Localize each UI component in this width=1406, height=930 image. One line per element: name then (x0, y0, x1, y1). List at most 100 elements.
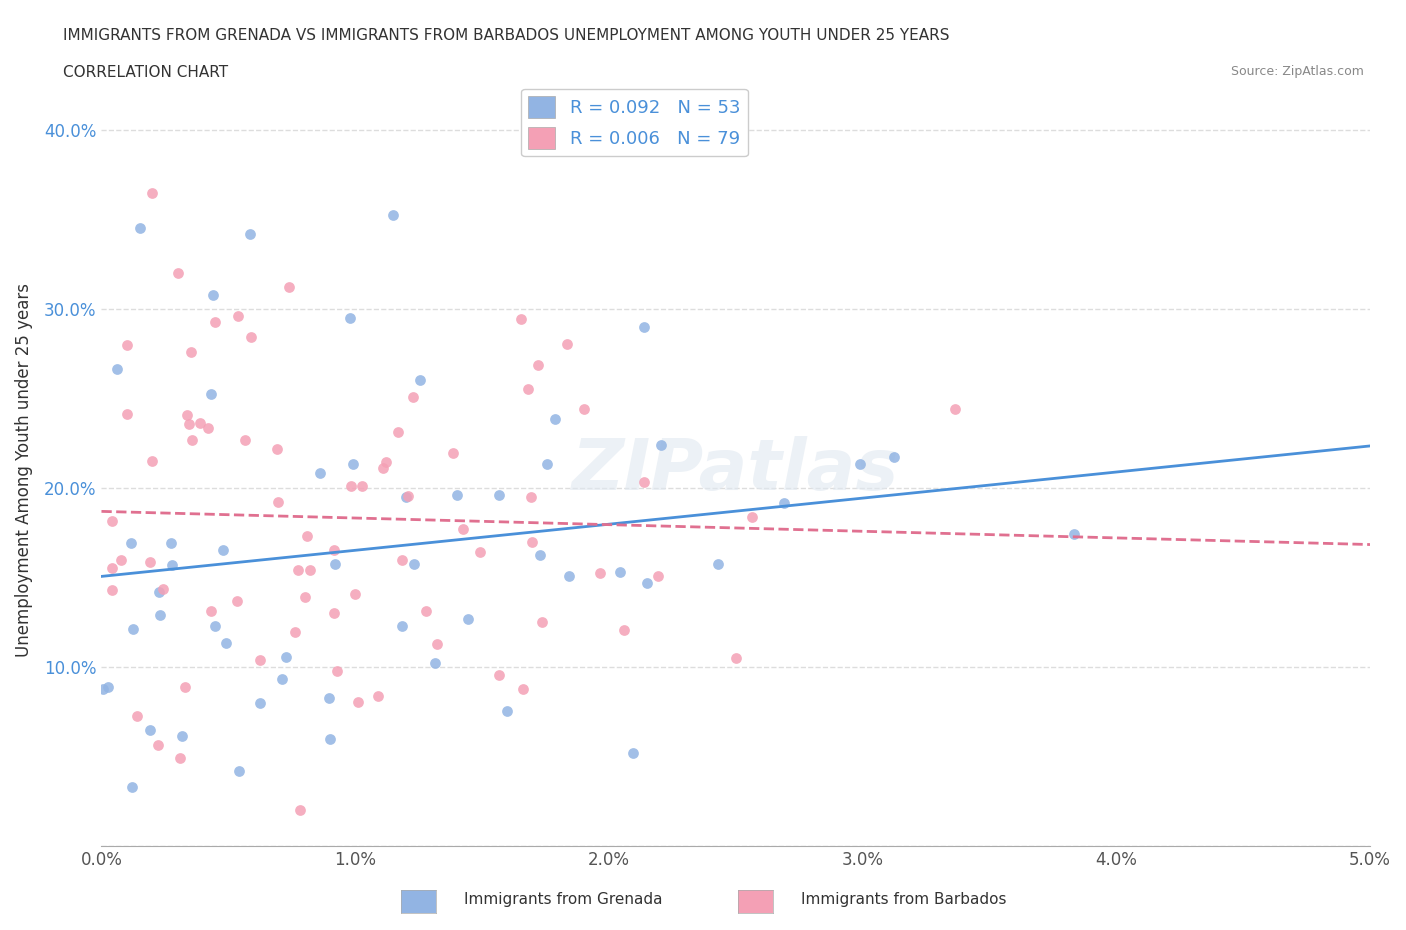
Point (339, 479, 361, 494)
Point (166, 266, 188, 281)
Point (101, 560, 124, 575)
Point (512, 682, 534, 697)
Point (441, 446, 464, 461)
Point (323, 605, 346, 620)
Point (266, 442, 288, 457)
Point (371, 460, 394, 475)
Point (426, 637, 449, 652)
Point (446, 487, 468, 502)
Point (267, 495, 290, 510)
Point (146, 737, 169, 752)
Text: Source: ZipAtlas.com: Source: ZipAtlas.com (1230, 65, 1364, 78)
Point (215, 636, 238, 651)
Point (97, 680, 120, 695)
Point (849, 456, 872, 471)
Point (105, 362, 128, 377)
Point (249, 695, 271, 710)
Point (295, 529, 318, 544)
Point (200, 387, 222, 402)
Point (325, 557, 347, 572)
Point (391, 618, 413, 633)
Point (387, 424, 409, 439)
Point (139, 554, 162, 569)
Point (609, 565, 631, 579)
Point (415, 604, 437, 618)
Point (128, 220, 150, 235)
Point (249, 652, 271, 667)
Point (342, 457, 364, 472)
Point (496, 704, 519, 719)
Point (176, 408, 198, 423)
Point (367, 689, 389, 704)
Point (152, 581, 174, 596)
Point (343, 587, 366, 602)
Point (115, 338, 138, 352)
Point (212, 543, 235, 558)
Point (240, 330, 263, 345)
Point (650, 437, 672, 452)
Point (271, 671, 294, 686)
Point (724, 651, 747, 666)
Point (201, 287, 224, 302)
Point (574, 401, 596, 416)
Point (110, 552, 132, 567)
Point (453, 522, 475, 537)
Point (277, 280, 299, 295)
Point (409, 373, 432, 388)
Legend: R = 0.092   N = 53, R = 0.006   N = 79: R = 0.092 N = 53, R = 0.006 N = 79 (522, 88, 748, 156)
Point (636, 576, 658, 591)
Point (520, 535, 543, 550)
Point (520, 489, 543, 504)
Point (233, 432, 256, 447)
Point (558, 568, 581, 583)
Point (180, 344, 202, 359)
Point (288, 803, 311, 817)
Text: Immigrants from Barbados: Immigrants from Barbados (801, 892, 1007, 907)
Point (169, 751, 191, 765)
Point (402, 556, 425, 571)
Point (423, 656, 446, 671)
Point (139, 723, 162, 737)
Point (160, 558, 183, 573)
Point (287, 563, 309, 578)
Point (339, 311, 361, 325)
Point (1063, 527, 1085, 542)
Point (633, 474, 655, 489)
Point (204, 618, 226, 633)
Point (350, 479, 373, 494)
Point (294, 590, 316, 604)
Point (226, 593, 249, 608)
Point (529, 548, 551, 563)
Point (197, 420, 219, 435)
Point (228, 764, 250, 778)
Point (284, 625, 307, 640)
Point (141, 454, 163, 469)
Y-axis label: Unemployment Among Youth under 25 years: Unemployment Among Youth under 25 years (15, 283, 32, 658)
Point (773, 496, 796, 511)
Point (589, 565, 612, 580)
Point (375, 455, 398, 470)
Point (115, 406, 138, 421)
Point (200, 604, 222, 618)
Point (239, 227, 262, 242)
Point (395, 490, 418, 505)
Point (120, 535, 142, 550)
Point (319, 731, 342, 746)
Point (396, 488, 419, 503)
Point (101, 582, 124, 597)
Point (457, 611, 479, 626)
Point (402, 390, 425, 405)
Point (299, 563, 322, 578)
Point (172, 728, 194, 743)
Text: IMMIGRANTS FROM GRENADA VS IMMIGRANTS FROM BARBADOS UNEMPLOYMENT AMONG YOUTH UND: IMMIGRANTS FROM GRENADA VS IMMIGRANTS FR… (63, 28, 950, 43)
Point (148, 584, 170, 599)
Point (391, 552, 413, 567)
Point (381, 207, 404, 222)
Point (125, 708, 148, 723)
Point (613, 622, 636, 637)
Point (91, 682, 114, 697)
Text: Immigrants from Grenada: Immigrants from Grenada (464, 892, 662, 907)
Point (174, 680, 197, 695)
Point (121, 621, 143, 636)
Point (309, 466, 332, 481)
